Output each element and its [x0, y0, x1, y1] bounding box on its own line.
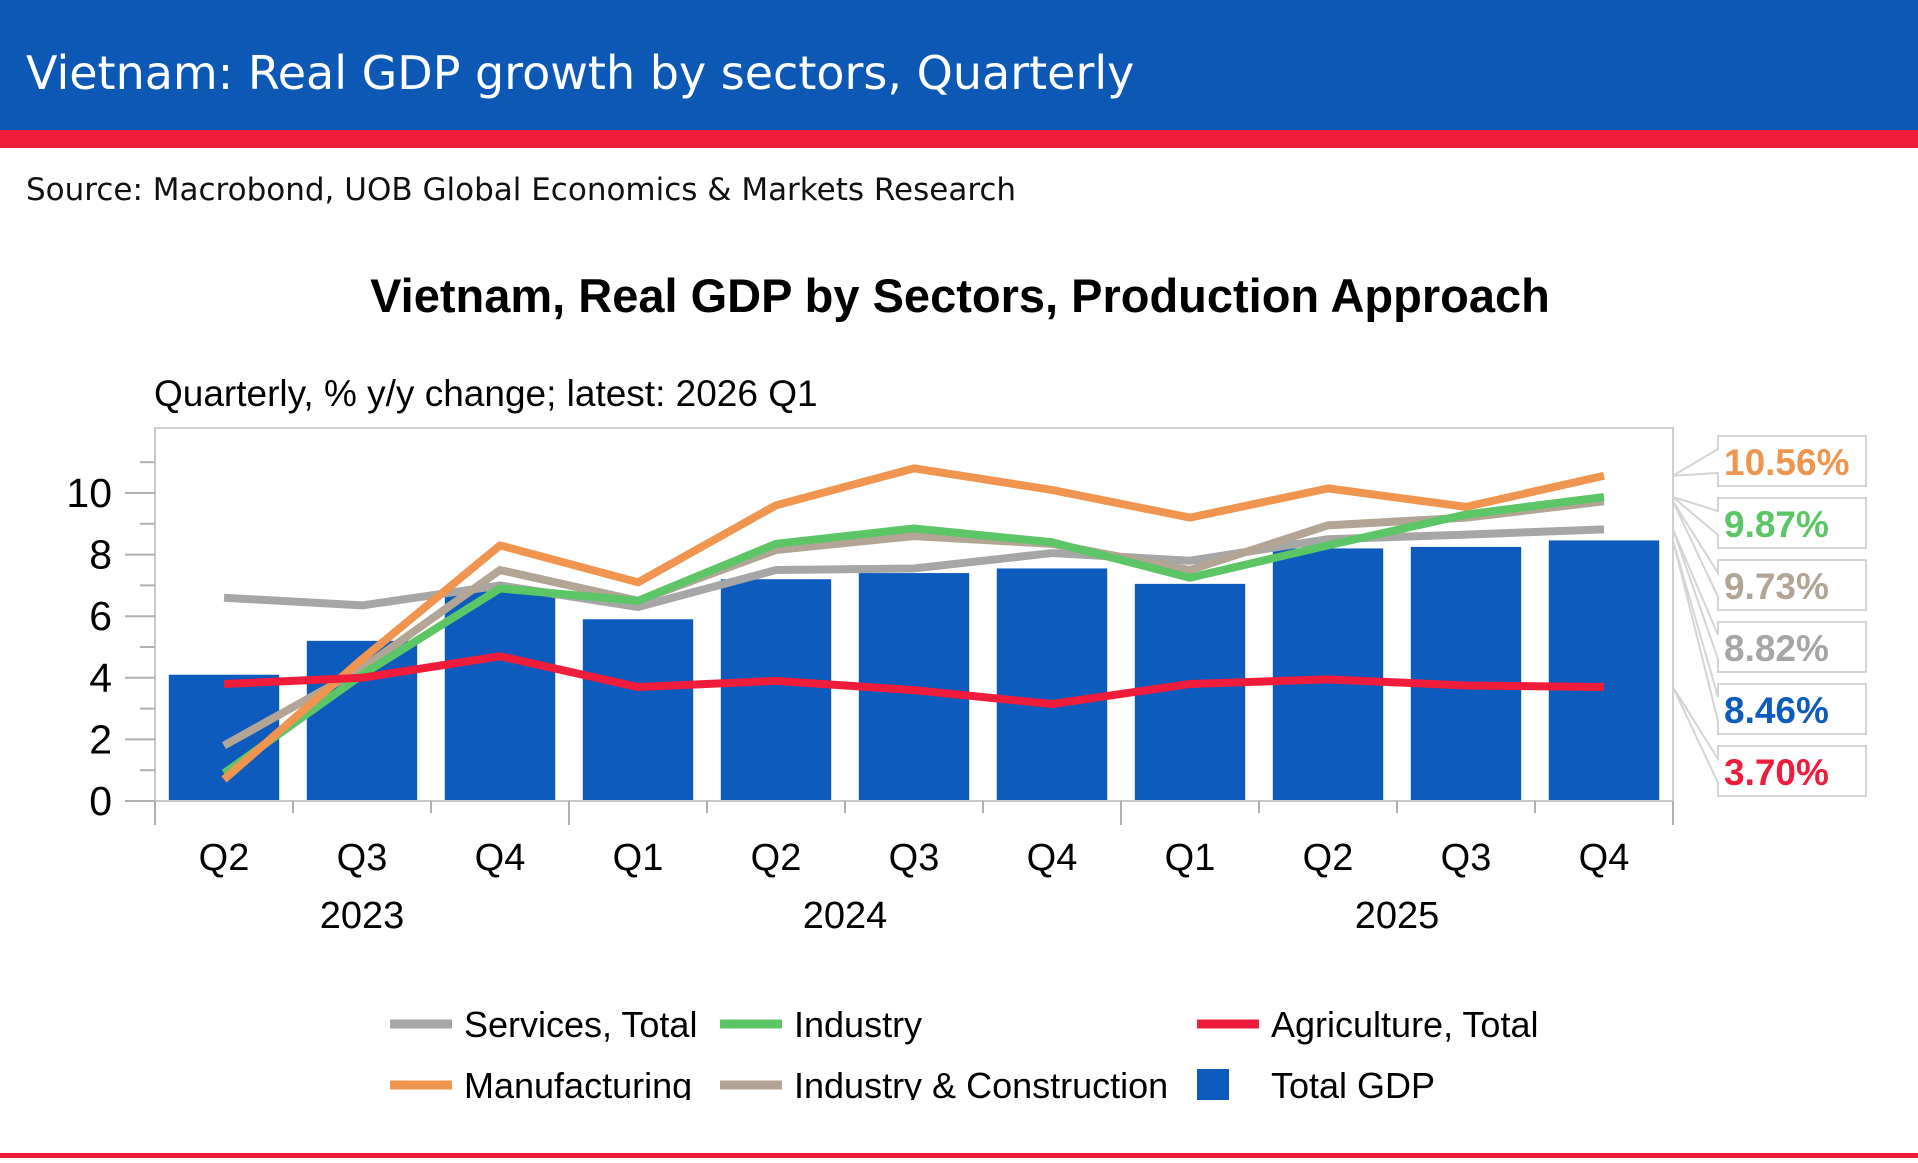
- legend-label: Services, Total: [464, 1004, 697, 1045]
- gdp-bar: [1548, 540, 1660, 801]
- end-label-text: 9.73%: [1724, 566, 1829, 607]
- x-year-label: 2025: [1355, 895, 1440, 937]
- x-tick-label: Q2: [751, 837, 802, 879]
- chart-subtitle: Quarterly, % y/y change; latest: 2026 Q1: [154, 373, 818, 414]
- legend-label: Manufacturing: [464, 1065, 692, 1100]
- page-title: Vietnam: Real GDP growth by sectors, Qua…: [26, 46, 1135, 100]
- gdp-bar: [582, 619, 694, 801]
- chart-title: Vietnam, Real GDP by Sectors, Production…: [370, 269, 1550, 322]
- end-label-agriculture: 3.70%: [1672, 686, 1867, 797]
- end-label-bars: 8.46%: [1672, 540, 1867, 735]
- legend-item: Agriculture, Total: [1197, 1004, 1538, 1045]
- source-note: Source: Macrobond, UOB Global Economics …: [26, 172, 1017, 208]
- series-line-agriculture: [223, 652, 1605, 708]
- legend-item: Services, Total: [390, 1004, 697, 1045]
- end-label-services: 8.82%: [1672, 528, 1867, 673]
- end-label-box: [1672, 540, 1867, 735]
- y-tick-label: 6: [89, 593, 112, 639]
- end-label-box: [1672, 500, 1867, 611]
- series-line-industry_construction: [222, 497, 1605, 750]
- gdp-bar: [720, 579, 832, 801]
- y-tick-label: 2: [89, 716, 112, 762]
- legend-item: Industry & Construction: [720, 1065, 1168, 1100]
- end-value-labels: 10.56% 9.87% 9.73% 8.82% 8.46% 3.70%: [1672, 435, 1867, 797]
- end-label-text: 8.46%: [1724, 690, 1829, 731]
- legend-item: Total GDP: [1197, 1065, 1435, 1100]
- end-label-text: 8.82%: [1724, 628, 1829, 669]
- legend: Services, Total Industry Agriculture, Tota…: [390, 1004, 1538, 1100]
- axes: 0 2 4 6 8 10 Q2 Q3 Q4 Q1 Q2 Q3 Q4 Q1 Q2 Q3 Q4 2023 2024 202…: [66, 428, 1674, 937]
- header-bar: [0, 0, 1918, 130]
- series-line-industry: [221, 493, 1605, 777]
- x-tick-label: Q3: [889, 837, 940, 879]
- x-tick-label: Q4: [475, 837, 526, 879]
- legend-label: Industry: [794, 1004, 922, 1045]
- legend-swatch: [1197, 1069, 1229, 1100]
- x-tick-label: Q2: [1303, 837, 1354, 879]
- x-tick-label: Q3: [1441, 837, 1492, 879]
- legend-label: Total GDP: [1271, 1065, 1435, 1100]
- gdp-bar: [444, 591, 556, 801]
- gdp-bar: [1410, 546, 1522, 801]
- y-tick-label: 8: [89, 532, 112, 578]
- end-label-manufacturing: 10.56%: [1672, 435, 1867, 487]
- gdp-bar: [996, 568, 1108, 801]
- lines-layer: [221, 464, 1605, 783]
- end-label-box: [1672, 528, 1867, 673]
- y-tick-label: 10: [66, 470, 112, 516]
- gdp-bar: [168, 674, 280, 801]
- legend-label: Agriculture, Total: [1271, 1004, 1538, 1045]
- end-label-box: [1672, 435, 1867, 487]
- x-tick-label: Q2: [199, 837, 250, 879]
- y-tick-label: 4: [89, 655, 112, 701]
- end-label-text: 9.87%: [1724, 504, 1829, 545]
- series-line-manufacturing: [221, 464, 1605, 783]
- end-label-industry_construction: 9.73%: [1672, 500, 1867, 611]
- header-accent-stripe: [0, 130, 1918, 148]
- legend-item: Industry: [720, 1004, 922, 1045]
- legend-item: Manufacturing: [390, 1065, 692, 1100]
- gdp-bar: [1272, 548, 1384, 801]
- x-year-label: 2024: [803, 895, 888, 937]
- end-label-box: [1672, 496, 1867, 549]
- x-tick-label: Q1: [613, 837, 664, 879]
- end-label-industry: 9.87%: [1672, 496, 1867, 549]
- end-label-text: 3.70%: [1724, 752, 1829, 793]
- footer-divider: [0, 1153, 1918, 1158]
- end-label-text: 10.56%: [1724, 442, 1850, 483]
- x-year-label: 2023: [320, 895, 405, 937]
- gdp-chart: Vietnam, Real GDP by Sectors, Production…: [66, 269, 1867, 1100]
- y-tick-label: 0: [89, 778, 112, 824]
- x-tick-label: Q3: [337, 837, 388, 879]
- legend-label: Industry & Construction: [794, 1065, 1168, 1100]
- end-label-box: [1672, 686, 1867, 797]
- x-tick-label: Q1: [1165, 837, 1216, 879]
- x-tick-label: Q4: [1579, 837, 1630, 879]
- x-tick-label: Q4: [1027, 837, 1078, 879]
